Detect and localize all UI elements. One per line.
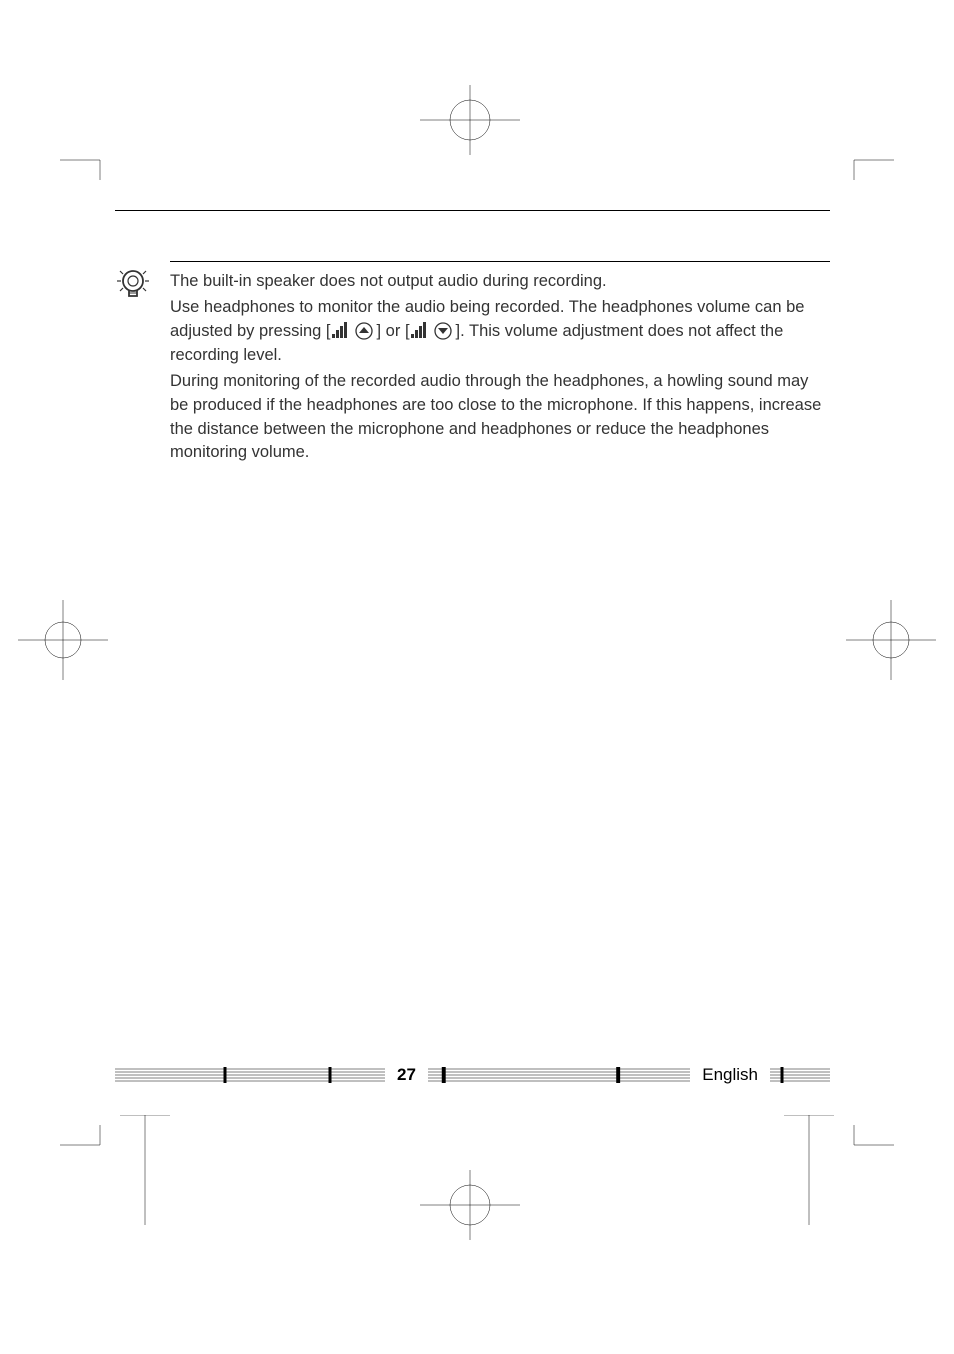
footer-hatch-left (115, 1067, 385, 1083)
crop-mark-inner-left (120, 1115, 170, 1225)
reg-mark-bottom-center (420, 1170, 520, 1240)
tip-text-2b: ] or [ (377, 322, 410, 340)
language-label: English (702, 1065, 758, 1085)
crop-mark-inner-right (784, 1115, 834, 1225)
volume-up-icon (332, 322, 376, 340)
footer-hatch-right (770, 1067, 830, 1083)
reg-mark-left-mid (18, 590, 108, 690)
reg-mark-right-mid (846, 590, 936, 690)
crop-mark-bottom-right (834, 1125, 894, 1205)
tip-box: The built-in speaker does not output aud… (115, 261, 830, 467)
tip-paragraph-3: During monitoring of the recorded audio … (170, 370, 830, 466)
page-footer: 27 English (115, 1065, 830, 1085)
volume-down-icon (411, 322, 455, 340)
crop-mark-top-left (60, 100, 120, 180)
tip-paragraph-1: The built-in speaker does not output aud… (170, 270, 830, 294)
tip-top-rule (170, 261, 830, 262)
reg-mark-top-center (420, 85, 520, 155)
header-rule (115, 210, 830, 211)
page-number: 27 (397, 1065, 416, 1085)
footer-hatch-mid (428, 1067, 690, 1083)
crop-mark-top-right (834, 100, 894, 180)
tip-paragraph-2: Use headphones to monitor the audio bein… (170, 296, 830, 368)
lightbulb-icon (115, 261, 155, 310)
crop-mark-bottom-left (60, 1125, 120, 1205)
